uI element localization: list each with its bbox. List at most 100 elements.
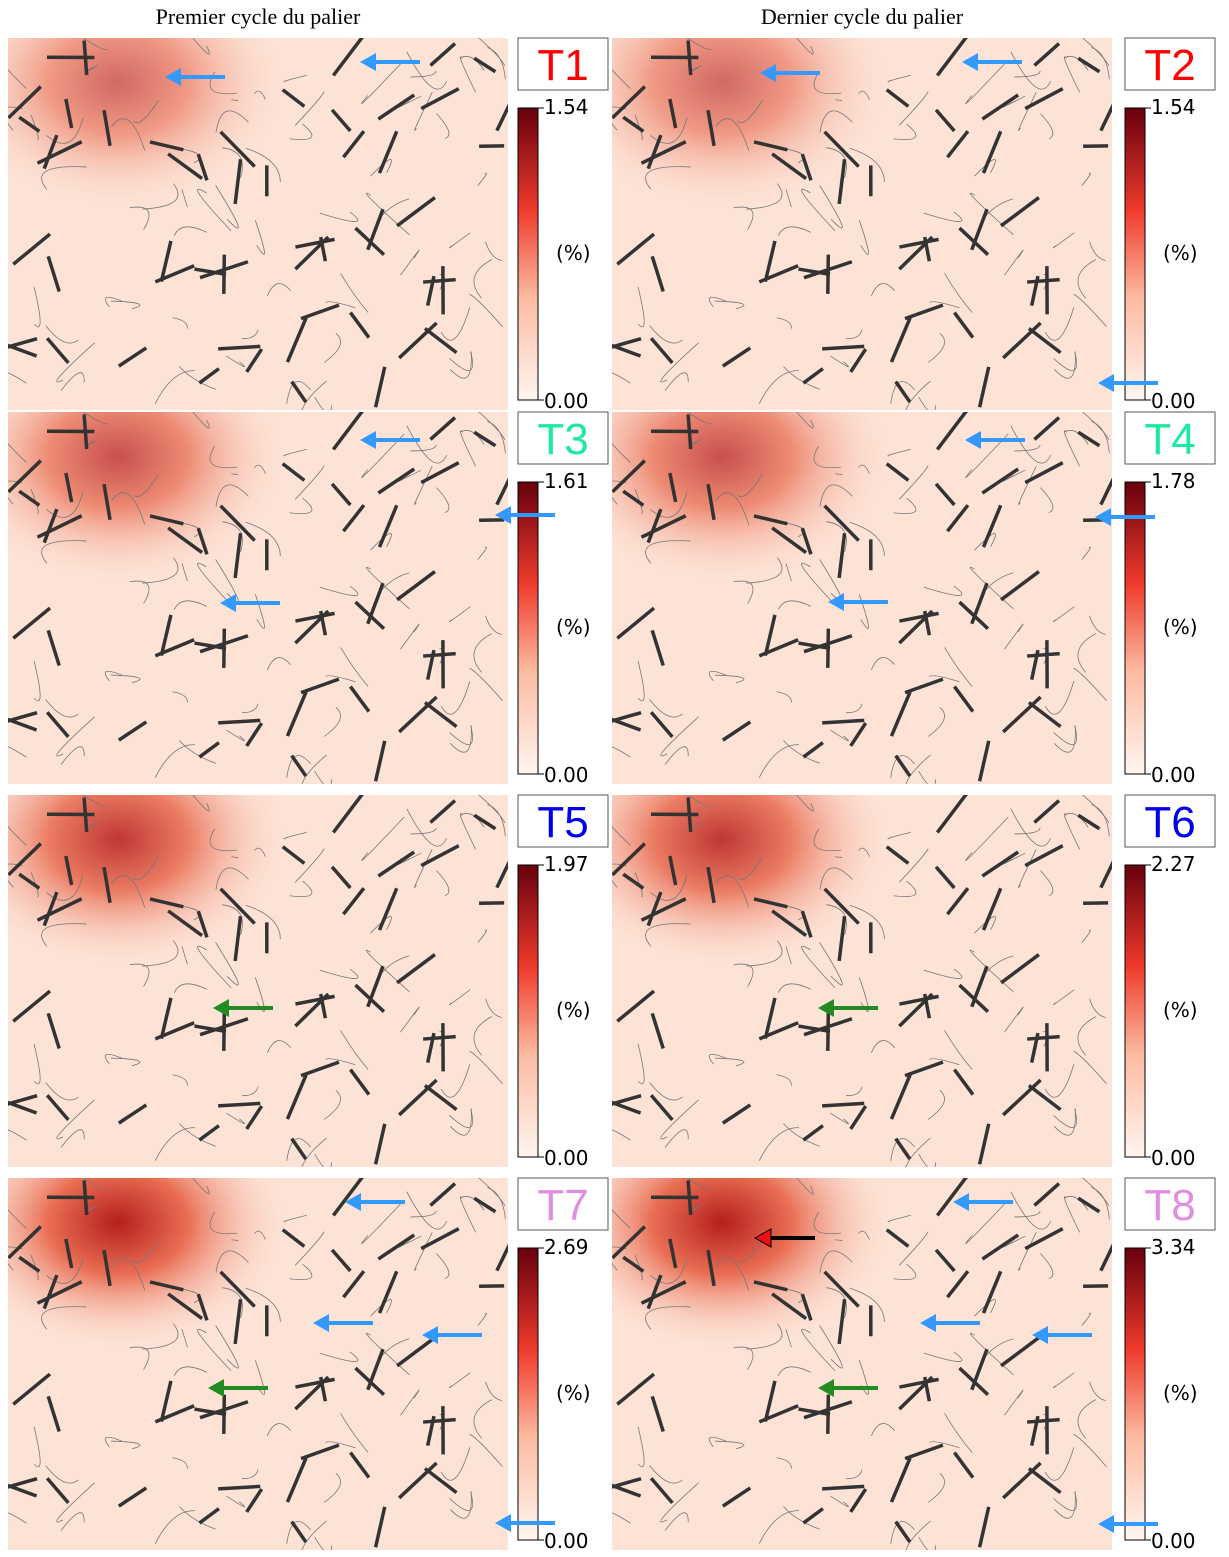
grain-orientation bbox=[646, 134, 663, 170]
grain-orientation bbox=[429, 42, 457, 67]
grain-boundary bbox=[813, 1211, 841, 1235]
colorbar-unit: (%) bbox=[556, 1381, 591, 1405]
grain-orientation bbox=[102, 1249, 112, 1287]
grain-boundary bbox=[974, 533, 996, 551]
grain-boundary bbox=[965, 1199, 1009, 1245]
grain-orientation bbox=[970, 1348, 989, 1391]
grain-boundary bbox=[283, 74, 307, 83]
grain-orientation bbox=[889, 317, 912, 363]
grain-orientation bbox=[36, 140, 83, 165]
grain-boundary bbox=[314, 1153, 333, 1167]
grain-orientation bbox=[885, 462, 910, 482]
grain-orientation bbox=[429, 1182, 457, 1207]
grain-boundary bbox=[449, 1108, 473, 1128]
grain-orientation bbox=[800, 910, 813, 938]
grain-boundary bbox=[660, 1099, 699, 1140]
grain-orientation bbox=[159, 1380, 173, 1423]
grain-boundary bbox=[905, 1520, 931, 1550]
grain-boundary bbox=[1014, 1210, 1041, 1218]
grain-boundary bbox=[645, 923, 691, 947]
grain-boundary bbox=[1052, 1372, 1075, 1389]
grain-boundary bbox=[254, 90, 266, 100]
grain-boundary bbox=[104, 670, 123, 682]
grain-boundary bbox=[286, 1138, 311, 1161]
grain-boundary bbox=[612, 1209, 631, 1229]
grain-boundary bbox=[173, 226, 207, 236]
grain-orientation bbox=[822, 1484, 865, 1491]
grain-boundary bbox=[325, 301, 356, 309]
grain-boundary bbox=[929, 1058, 960, 1066]
grain-orientation bbox=[285, 1074, 308, 1120]
grain-boundary bbox=[664, 372, 689, 391]
grain-orientation bbox=[420, 1227, 460, 1251]
grain-orientation bbox=[1027, 277, 1060, 284]
grain-orientation bbox=[12, 606, 52, 640]
grain-boundary bbox=[819, 1325, 843, 1369]
grain-boundary bbox=[400, 623, 420, 650]
grain-orientation bbox=[904, 1443, 944, 1461]
grain-orientation bbox=[649, 1094, 674, 1122]
grain-boundary bbox=[714, 1440, 745, 1450]
grain-orientation bbox=[149, 1280, 184, 1292]
grain-orientation bbox=[935, 1178, 968, 1217]
grain-boundary bbox=[245, 147, 281, 182]
grain-orientation bbox=[420, 87, 460, 111]
grain-boundary bbox=[1052, 606, 1075, 623]
grain-boundary bbox=[612, 1129, 631, 1141]
grain-orientation bbox=[423, 327, 458, 355]
colorbar-min: 0.00 bbox=[544, 763, 589, 787]
grain-orientation bbox=[668, 855, 678, 886]
grain-boundary bbox=[477, 172, 487, 186]
grain-boundary bbox=[686, 38, 712, 51]
grain-orientation bbox=[377, 93, 416, 121]
grain-boundary bbox=[104, 1053, 123, 1065]
map-content bbox=[8, 1178, 508, 1550]
grain-boundary bbox=[715, 1258, 750, 1291]
grain-orientation bbox=[8, 1225, 43, 1260]
grain-orientation bbox=[650, 1012, 665, 1050]
grain-boundary bbox=[944, 273, 973, 313]
grain-boundary bbox=[813, 828, 841, 852]
grain-boundary bbox=[46, 117, 84, 144]
colorbar bbox=[517, 481, 539, 775]
grain-boundary bbox=[612, 443, 631, 463]
grain-boundary bbox=[1040, 113, 1054, 140]
grain-boundary bbox=[1018, 1232, 1037, 1271]
grain-boundary bbox=[1077, 1399, 1096, 1439]
grain-orientation bbox=[706, 483, 716, 521]
grain-boundary bbox=[849, 521, 885, 556]
grain-orientation bbox=[18, 872, 41, 890]
grain-boundary bbox=[1018, 466, 1037, 505]
grain-boundary bbox=[890, 755, 915, 778]
grain-boundary bbox=[1064, 55, 1089, 71]
grain-boundary bbox=[30, 1255, 39, 1281]
grain-orientation bbox=[1024, 461, 1064, 485]
grain-orientation bbox=[981, 1270, 1003, 1314]
grain-orientation bbox=[82, 414, 89, 450]
label-box bbox=[1124, 37, 1216, 91]
grain-orientation bbox=[473, 1196, 497, 1214]
grain-boundary bbox=[737, 1239, 763, 1263]
grain-orientation bbox=[981, 130, 1003, 174]
grain-orientation bbox=[423, 1084, 458, 1112]
grain-boundary bbox=[436, 1253, 450, 1280]
grain-orientation bbox=[8, 85, 43, 120]
grain-orientation bbox=[154, 638, 195, 658]
grain-boundary bbox=[319, 968, 359, 979]
grain-orientation bbox=[46, 629, 61, 667]
grain-orientation bbox=[233, 533, 243, 579]
colorbar-unit: (%) bbox=[556, 998, 591, 1022]
grain-boundary bbox=[965, 59, 1009, 105]
grain-boundary bbox=[301, 1520, 327, 1550]
grain-boundary bbox=[215, 484, 249, 507]
grain-boundary bbox=[172, 317, 188, 329]
grain-boundary bbox=[469, 1050, 503, 1085]
grain-orientation bbox=[686, 414, 693, 450]
grain-orientation bbox=[953, 1068, 975, 1096]
grain-boundary bbox=[436, 487, 450, 514]
grain-orientation bbox=[753, 140, 788, 152]
grain-boundary bbox=[473, 1016, 492, 1056]
grain-orientation bbox=[849, 1488, 868, 1513]
grain-boundary bbox=[733, 206, 754, 230]
grain-orientation bbox=[396, 196, 436, 228]
